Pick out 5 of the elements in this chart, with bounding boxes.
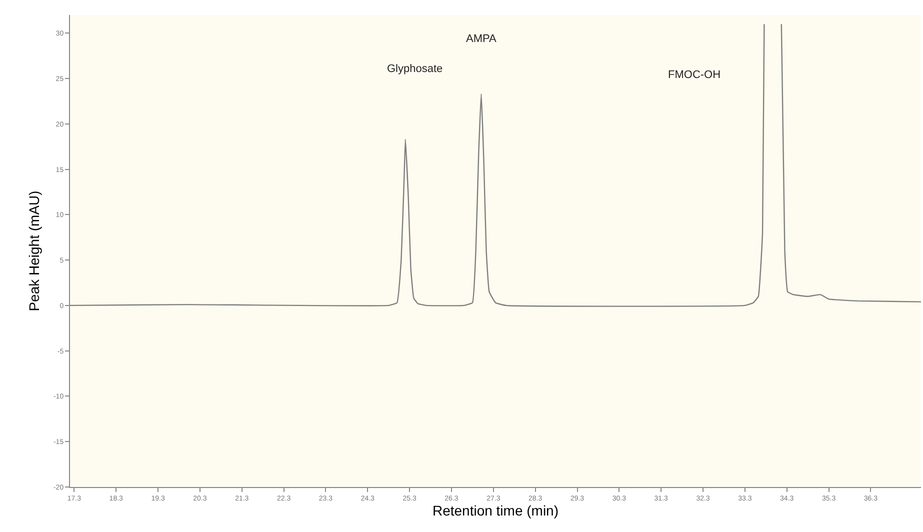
x-axis-title: Retention time (min)	[432, 502, 559, 519]
annotation: Glyphosate	[387, 63, 443, 75]
annotation: FMOC-OH	[668, 69, 721, 81]
annotation: AMPA	[466, 33, 498, 45]
y-axis-title: Peak Height (mAU)	[26, 190, 42, 312]
